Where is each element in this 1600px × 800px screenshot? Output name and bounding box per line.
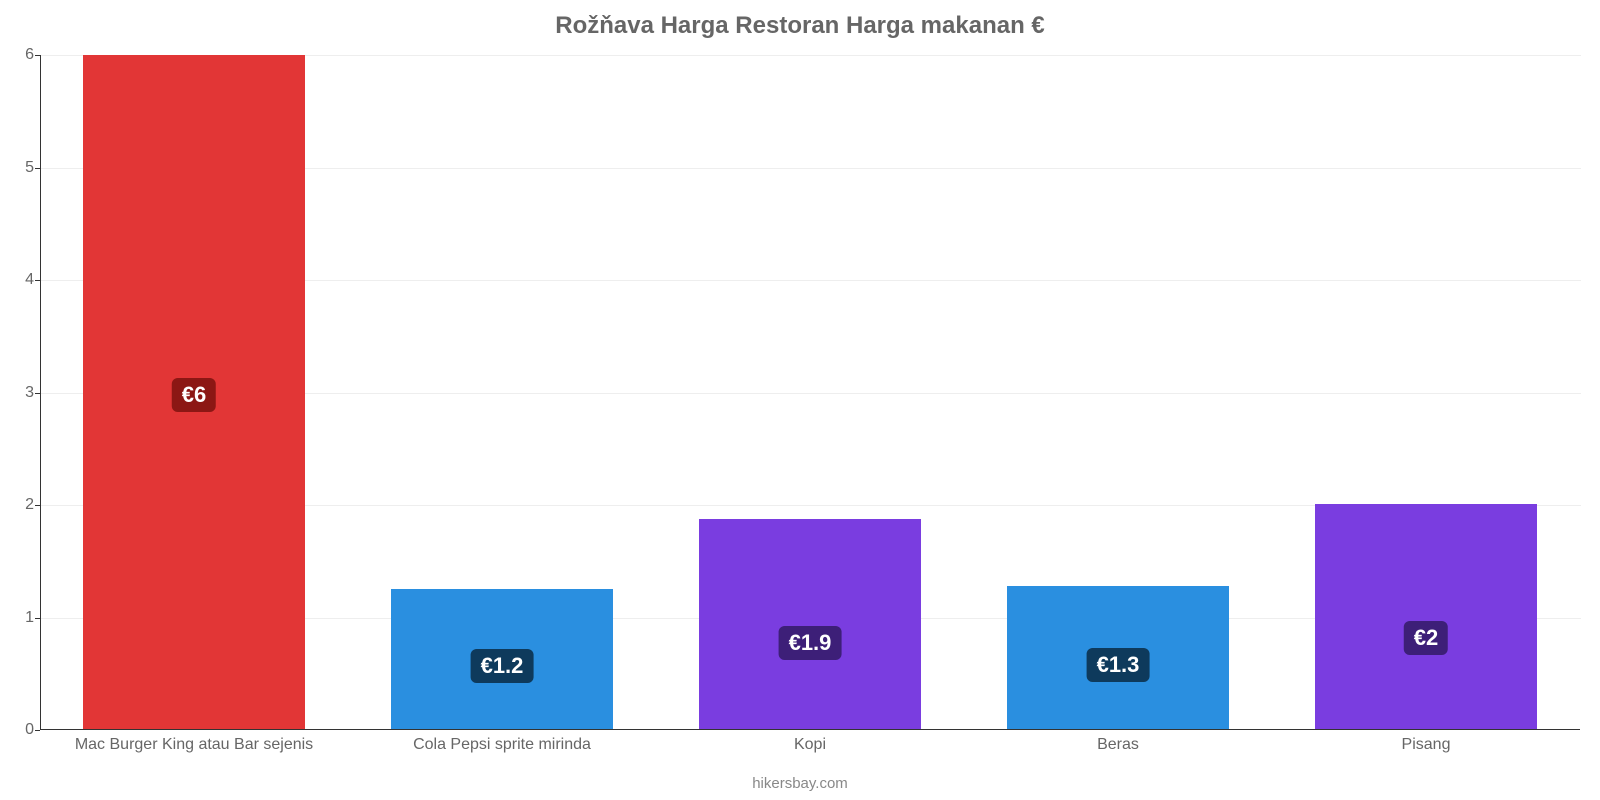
bar-value-label: €1.2 [471, 649, 534, 683]
y-tick-label: 2 [12, 496, 34, 514]
x-category-label: Kopi [794, 736, 826, 754]
y-tick-label: 1 [12, 609, 34, 627]
x-axis [40, 729, 1580, 730]
x-category-label: Mac Burger King atau Bar sejenis [75, 736, 313, 754]
x-category-label: Beras [1097, 736, 1139, 754]
y-tick-label: 3 [12, 384, 34, 402]
y-tick-label: 0 [12, 721, 34, 739]
y-tick-label: 6 [12, 46, 34, 64]
bar [699, 519, 921, 729]
bar-value-label: €6 [172, 378, 216, 412]
bar-value-label: €2 [1404, 621, 1448, 655]
y-tick-label: 4 [12, 271, 34, 289]
x-category-label: Cola Pepsi sprite mirinda [413, 736, 591, 754]
bar-value-label: €1.9 [779, 626, 842, 660]
plot-area: 0123456 €6€1.2€1.9€1.3€2 Mac Burger King… [40, 55, 1580, 730]
chart-title: Rožňava Harga Restoran Harga makanan € [0, 0, 1600, 40]
attribution-text: hikersbay.com [0, 775, 1600, 792]
y-tick [35, 730, 40, 731]
bars-container: €6 €1.2 €1.9 €1.3 €2 [40, 55, 1580, 729]
y-tick-label: 5 [12, 159, 34, 177]
bar [1315, 504, 1537, 729]
bar-value-label: €1.3 [1087, 648, 1150, 682]
x-category-label: Pisang [1402, 736, 1451, 754]
